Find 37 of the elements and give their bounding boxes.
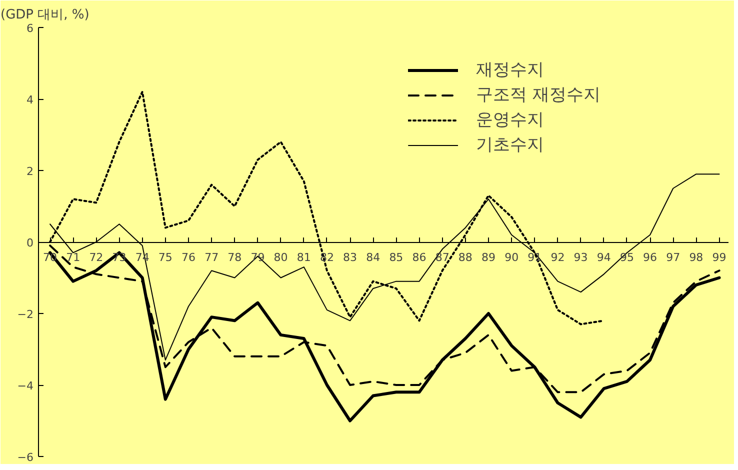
- y-tick-label: 4: [26, 94, 34, 106]
- y-tick-label: 2: [26, 165, 34, 178]
- y-tick-label: 0: [26, 236, 34, 250]
- x-tick-label: 72: [89, 251, 104, 264]
- x-tick-label: 98: [689, 251, 704, 264]
- x-tick-label: 88: [458, 251, 472, 264]
- x-tick-label: 81: [296, 251, 311, 264]
- x-tick-label: 99: [712, 251, 726, 264]
- x-tick-label: 97: [666, 251, 680, 264]
- x-tick-label: 95: [620, 251, 634, 264]
- x-tick-label: 94: [596, 251, 611, 264]
- y-tick-label: −6: [17, 451, 34, 464]
- x-tick-label: 90: [504, 251, 519, 264]
- x-tick-label: 92: [550, 251, 565, 264]
- x-tick-label: 75: [158, 251, 172, 264]
- x-tick-label: 76: [182, 251, 196, 264]
- x-tick-label: 96: [643, 251, 658, 264]
- y-tick-label: −4: [17, 380, 34, 392]
- x-tick-label: 86: [412, 251, 426, 264]
- x-tick-label: 77: [204, 251, 219, 264]
- x-tick-label: 89: [482, 251, 496, 264]
- x-tick-label: 80: [274, 251, 288, 264]
- x-tick-label: 82: [320, 251, 334, 264]
- y-tick-label: 6: [26, 22, 34, 35]
- x-tick-label: 93: [574, 251, 588, 264]
- legend-label: 운영수지: [476, 109, 544, 131]
- y-tick-label: −2: [17, 308, 34, 321]
- legend-label: 구조적 재정수지: [476, 84, 600, 106]
- x-tick-label: 85: [389, 251, 404, 264]
- x-tick-label: 83: [343, 251, 358, 264]
- legend-label: 기초수지: [476, 134, 544, 156]
- x-tick-label: 78: [228, 251, 242, 264]
- x-tick-label: 84: [366, 251, 380, 264]
- legend-label: 재정수지: [476, 59, 544, 81]
- x-tick-label: 71: [66, 251, 80, 264]
- y-axis-title: (GDP 대비, %): [0, 8, 90, 22]
- x-tick-label: 87: [435, 251, 450, 264]
